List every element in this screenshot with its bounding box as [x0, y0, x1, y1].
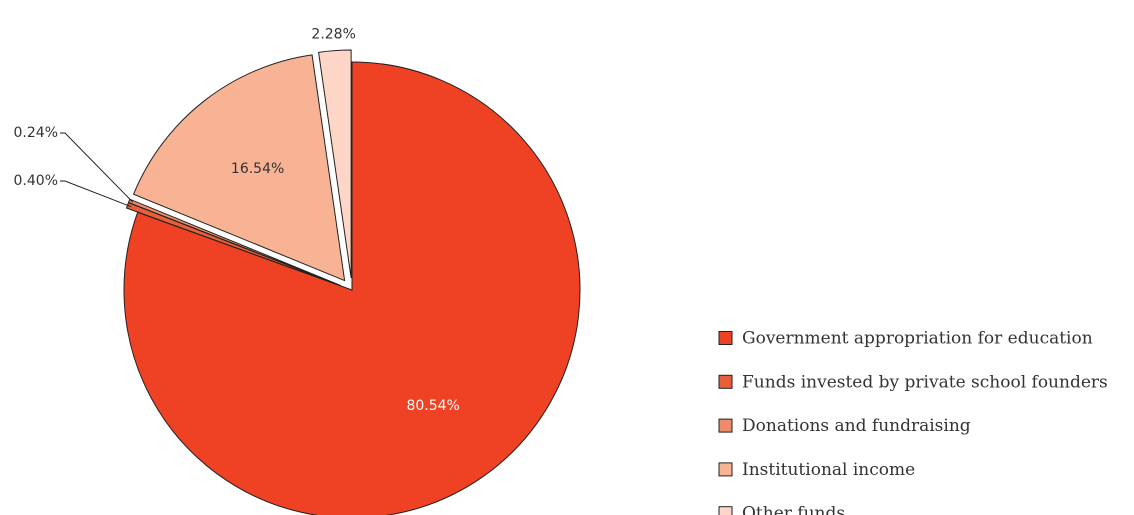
slice-label: 0.40% — [14, 173, 58, 189]
pie-slice — [123, 61, 581, 515]
leader-line — [60, 132, 134, 203]
legend: Government appropriation for education — [742, 329, 1093, 349]
legend: Donations and fundraising — [742, 416, 971, 436]
slice-label: 16.54% — [231, 161, 284, 177]
slice-label: 80.54% — [406, 398, 459, 414]
legend-swatch — [718, 374, 733, 389]
legend-swatch — [718, 462, 733, 477]
legend-swatch — [718, 331, 733, 345]
legend-swatch — [718, 418, 733, 433]
pie-slice — [318, 49, 352, 279]
slice-label: 0.24% — [14, 125, 58, 141]
legend: Institutional income — [742, 460, 915, 480]
legend: Other funds — [742, 504, 845, 515]
slice-label: 2.28% — [311, 27, 355, 43]
pie-slice — [132, 54, 346, 282]
legend: Funds invested by private school founder… — [742, 372, 1108, 392]
leader-line — [60, 180, 132, 208]
legend-swatch — [718, 506, 733, 515]
